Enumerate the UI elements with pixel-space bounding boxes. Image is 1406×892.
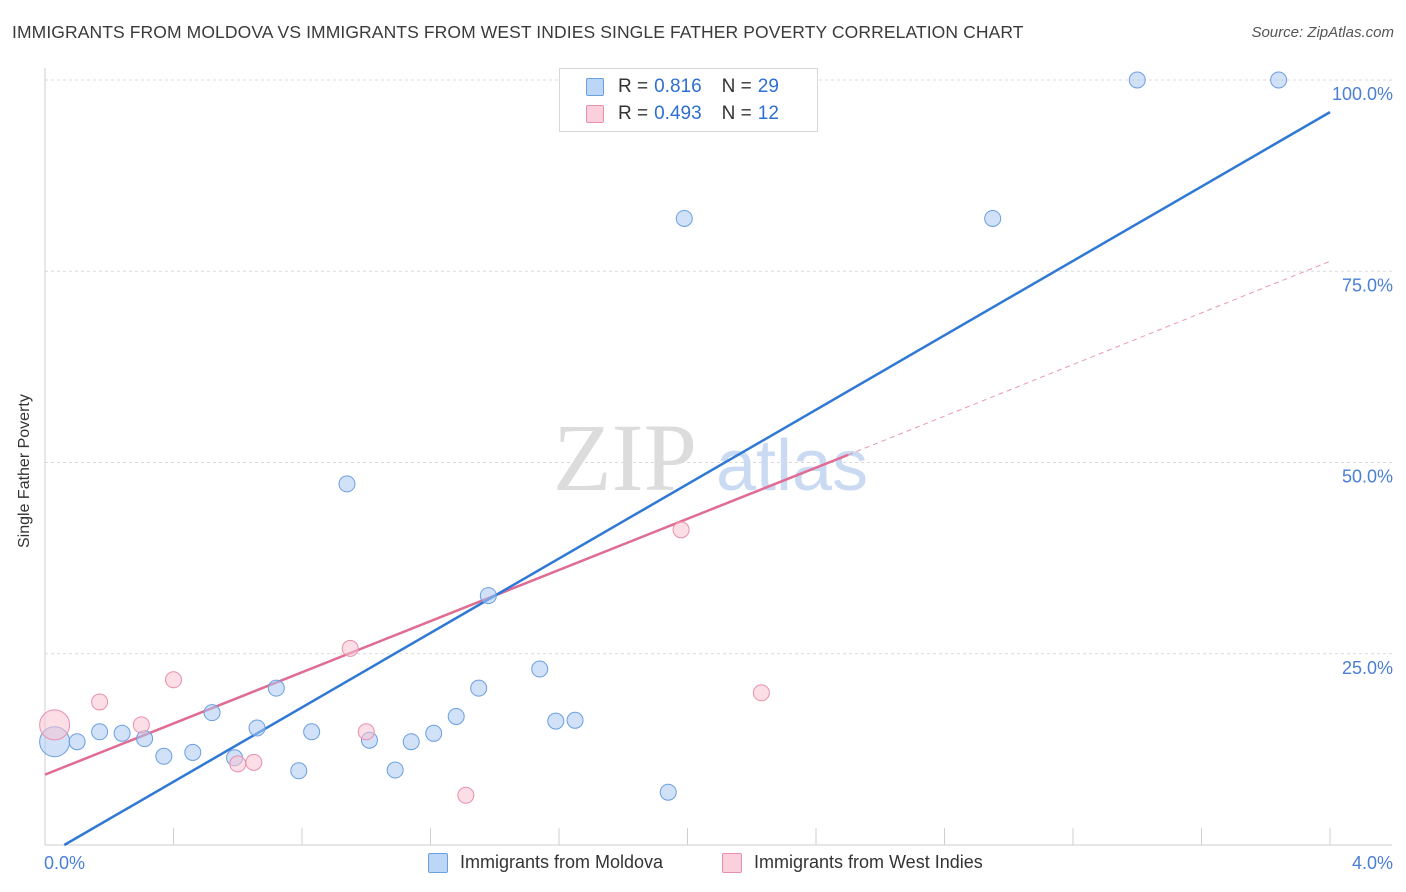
point-west-indies (39, 709, 71, 741)
point-moldova (470, 679, 488, 697)
point-moldova (113, 724, 131, 742)
point-moldova (386, 761, 404, 779)
series-legend-west-indies: Immigrants from West Indies (722, 852, 983, 873)
point-moldova (425, 724, 443, 742)
y-tick-label: 75.0% (1342, 275, 1393, 295)
legend-n-value: 12 (757, 103, 779, 124)
point-moldova (303, 723, 321, 741)
point-moldova (447, 707, 465, 725)
x-tick-label: 0.0% (44, 853, 85, 873)
series-swatch-west-indies (722, 852, 742, 873)
point-moldova (248, 719, 266, 737)
legend-n-label: N = (721, 76, 752, 97)
trend-line-moldova (63, 111, 1331, 847)
point-west-indies (245, 753, 263, 771)
point-moldova (479, 587, 497, 605)
y-tick-label: 100.0% (1332, 84, 1393, 104)
watermark-atlas: atlas (716, 426, 868, 506)
legend-row-west-indies: R = 0.493 N = 12 (586, 102, 779, 126)
series-legend-moldova: Immigrants from Moldova (428, 852, 663, 873)
legend-r-value: 0.493 (654, 103, 702, 124)
trend-line-west-indies-extension (847, 260, 1331, 456)
point-moldova (547, 712, 565, 730)
y-axis-label: Single Father Poverty (16, 394, 33, 548)
legend: R = 0.816 N = 29 R = 0.493 N = 12 (559, 68, 818, 132)
legend-r-value: 0.816 (654, 76, 702, 97)
y-tick-label: 25.0% (1342, 658, 1393, 678)
series-legend: Immigrants from Moldova Immigrants from … (0, 852, 1406, 878)
y-tick-label: 50.0% (1342, 467, 1393, 487)
point-moldova (155, 747, 173, 765)
point-moldova (402, 733, 420, 751)
legend-swatch-west-indies (586, 105, 604, 123)
legend-n-label: N = (721, 103, 752, 124)
trend-lines (44, 111, 1331, 847)
point-moldova (984, 209, 1002, 227)
point-west-indies (91, 693, 109, 711)
x-tick-label: 4.0% (1352, 853, 1393, 873)
point-moldova (203, 704, 221, 722)
series-name-west-indies: Immigrants from West Indies (754, 852, 983, 872)
legend-row-moldova: R = 0.816 N = 29 (586, 75, 779, 99)
chart-source: Source: ZipAtlas.com (1251, 24, 1394, 41)
point-moldova (68, 733, 86, 751)
point-west-indies (457, 786, 475, 804)
point-moldova (290, 762, 308, 780)
point-moldova (267, 679, 285, 697)
point-moldova (659, 783, 677, 801)
chart-title: IMMIGRANTS FROM MOLDOVA VS IMMIGRANTS FR… (12, 22, 1024, 42)
trend-line-west-indies (44, 453, 849, 776)
point-moldova (184, 743, 202, 761)
watermark-zip: ZIP (553, 404, 697, 511)
point-moldova (91, 723, 109, 741)
point-moldova (1270, 71, 1288, 89)
point-moldova (136, 730, 154, 748)
point-moldova (338, 475, 356, 493)
point-moldova (531, 660, 549, 678)
legend-n-value: 29 (757, 76, 779, 97)
watermark: ZIP atlas (553, 404, 868, 511)
series-swatch-moldova (428, 852, 448, 873)
point-moldova (675, 209, 693, 227)
legend-r-label: R = (618, 76, 649, 97)
point-west-indies (672, 521, 690, 539)
point-moldova (1128, 71, 1146, 89)
point-west-indies (165, 671, 182, 689)
point-west-indies (132, 716, 150, 734)
point-west-indies (229, 755, 247, 773)
tick-labels: 25.0% 50.0% 75.0% 100.0% 0.0% 4.0% (44, 84, 1393, 873)
point-west-indies (357, 723, 375, 741)
legend-r-label: R = (618, 103, 649, 124)
legend-swatch-moldova (586, 78, 604, 96)
series-name-moldova: Immigrants from Moldova (460, 852, 664, 872)
point-moldova (566, 711, 584, 729)
point-west-indies (752, 684, 770, 702)
point-west-indies (341, 639, 359, 657)
gridlines (45, 79, 1392, 655)
